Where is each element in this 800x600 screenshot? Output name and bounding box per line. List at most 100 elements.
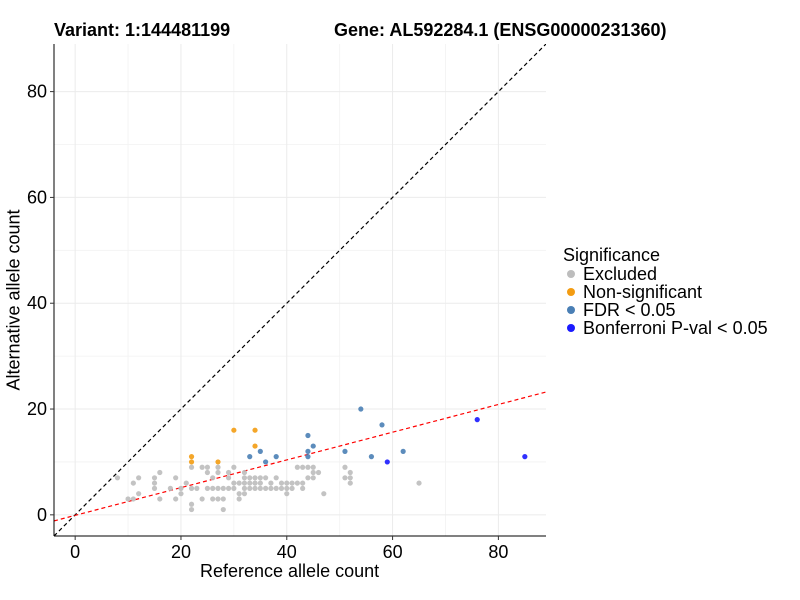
chart-title-gene: Gene: AL592284.1 (ENSG00000231360): [334, 20, 667, 40]
data-point-bonferroni-p-val-0-05: [384, 459, 390, 465]
data-point-excluded: [188, 506, 195, 513]
data-point-excluded: [305, 475, 311, 481]
data-point-excluded: [130, 480, 136, 486]
data-point-excluded: [173, 475, 179, 481]
data-point-excluded: [347, 475, 353, 481]
data-point-excluded: [114, 475, 121, 481]
legend-label-fdr: FDR < 0.05: [583, 300, 676, 320]
data-point-excluded: [278, 485, 285, 491]
data-point-excluded: [241, 475, 248, 481]
x-tick-label: 80: [488, 542, 508, 562]
data-point-excluded: [215, 469, 221, 476]
data-point-excluded: [247, 485, 253, 491]
data-point-excluded: [284, 480, 290, 486]
data-point-excluded: [252, 480, 258, 486]
data-point-excluded: [151, 475, 158, 481]
data-point-excluded: [167, 485, 173, 491]
data-point-excluded: [257, 480, 263, 486]
data-point-excluded: [278, 480, 285, 486]
data-point-excluded: [204, 469, 211, 476]
data-point-excluded: [241, 485, 248, 491]
y-tick-label: 80: [27, 82, 47, 102]
data-point-excluded: [178, 485, 184, 491]
data-point-excluded: [157, 496, 163, 502]
data-point-excluded: [300, 485, 306, 491]
data-point-excluded: [220, 496, 226, 502]
legend-swatch-bonferroni: [567, 324, 575, 332]
y-axis-label: Alternative allele count: [3, 209, 24, 391]
y-tick-label: 20: [27, 399, 47, 419]
data-point-excluded: [315, 469, 322, 476]
data-point-excluded: [241, 491, 248, 497]
data-point-excluded: [310, 469, 316, 476]
data-point-excluded: [284, 485, 290, 491]
data-point-excluded: [310, 464, 316, 470]
legend-entry-excluded: Excluded: [563, 265, 768, 283]
data-point-excluded: [151, 485, 158, 491]
data-point-excluded: [300, 464, 306, 470]
data-point-excluded: [231, 464, 237, 470]
x-tick-label: 40: [277, 542, 297, 562]
data-point-excluded: [300, 480, 306, 486]
data-point-excluded: [289, 480, 295, 486]
data-point-excluded: [252, 475, 258, 481]
data-point-fdr-0-05: [263, 459, 269, 465]
data-point-excluded: [215, 496, 221, 502]
data-point-excluded: [231, 480, 237, 486]
data-point-excluded: [347, 469, 353, 476]
data-point-bonferroni-p-val-0-05: [474, 417, 480, 423]
data-point-excluded: [220, 506, 226, 513]
data-point-non-significant: [188, 459, 195, 465]
data-point-excluded: [347, 480, 353, 486]
legend-entry-non-significant: Non-significant: [563, 283, 768, 301]
data-point-excluded: [268, 485, 274, 491]
data-point-excluded: [183, 480, 189, 486]
legend-swatch-fdr: [567, 306, 575, 314]
data-point-excluded: [220, 485, 226, 491]
data-point-excluded: [247, 480, 253, 486]
data-point-excluded: [241, 469, 248, 476]
data-point-excluded: [130, 496, 136, 502]
grid-lines: [54, 44, 546, 536]
x-tick-label: 20: [171, 542, 191, 562]
chart-title-variant: Variant: 1:144481199: [54, 20, 231, 40]
data-point-excluded: [321, 491, 327, 497]
data-point-excluded: [268, 480, 274, 486]
data-point-excluded: [289, 485, 295, 491]
y-tick-label: 0: [37, 505, 47, 525]
legend-swatch-excluded: [567, 270, 575, 278]
data-point-excluded: [210, 475, 216, 481]
data-point-fdr-0-05: [257, 448, 263, 454]
data-point-excluded: [416, 480, 422, 486]
legend-title: Significance: [563, 245, 661, 265]
data-point-excluded: [294, 480, 300, 486]
data-point-non-significant: [231, 427, 237, 433]
data-point-excluded: [294, 464, 300, 470]
data-point-excluded: [225, 475, 232, 481]
data-point-fdr-0-05: [379, 422, 385, 428]
data-points: [114, 406, 528, 513]
legend-swatch-non-significant: [567, 288, 575, 296]
axes: [53, 44, 546, 537]
data-point-excluded: [273, 485, 279, 491]
data-point-fdr-0-05: [358, 406, 364, 412]
data-point-excluded: [225, 469, 232, 476]
reference-line-identity: [54, 44, 546, 536]
data-point-excluded: [125, 496, 131, 502]
data-point-excluded: [188, 464, 195, 470]
data-point-fdr-0-05: [247, 454, 253, 460]
x-axis-label: Reference allele count: [200, 561, 380, 581]
legend: Significance Excluded Non-significant FD…: [563, 245, 768, 337]
x-tick-label: 0: [70, 542, 80, 562]
data-point-excluded: [236, 480, 242, 486]
data-point-non-significant: [215, 459, 221, 465]
data-point-excluded: [236, 496, 242, 502]
data-point-excluded: [342, 464, 348, 470]
data-point-fdr-0-05: [342, 448, 348, 454]
data-point-excluded: [188, 501, 195, 507]
data-point-excluded: [225, 485, 232, 491]
data-point-fdr-0-05: [273, 454, 279, 460]
data-point-fdr-0-05: [368, 454, 375, 460]
data-point-excluded: [210, 485, 216, 491]
